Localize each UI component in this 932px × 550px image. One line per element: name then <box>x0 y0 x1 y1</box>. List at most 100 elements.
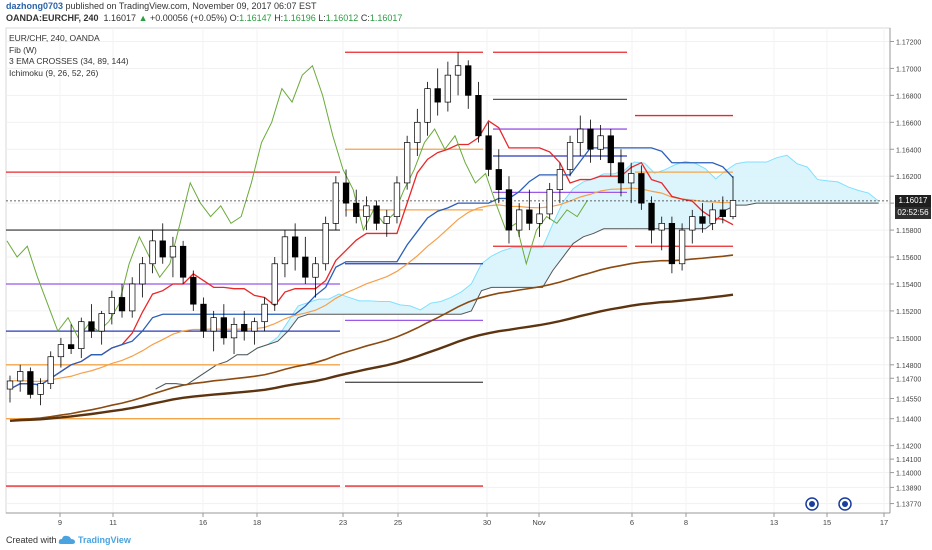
y-tick-label: 1.14700 <box>896 376 921 383</box>
y-tick-label: 1.16600 <box>896 120 921 127</box>
candle-body <box>699 216 706 224</box>
candle-body <box>617 162 625 184</box>
y-tick-label: 1.17000 <box>896 66 921 73</box>
candle-body <box>526 209 533 224</box>
candle-body <box>648 202 655 231</box>
candle-body <box>342 182 350 204</box>
candle-body <box>67 344 75 349</box>
legend-ichimoku[interactable]: Ichimoku (9, 26, 52, 26) <box>9 67 99 78</box>
low-key: L: <box>318 13 326 23</box>
y-tick-label: 1.17200 <box>896 39 921 46</box>
indicator-legend: EUR/CHF, 240, OANDA Fib (W) 3 EMA CROSSE… <box>9 33 129 79</box>
candle-body <box>200 303 207 332</box>
candle-body <box>129 283 136 312</box>
candle-body <box>536 213 543 224</box>
candle-body <box>291 236 299 258</box>
candles <box>6 52 737 406</box>
candle-body <box>169 245 177 258</box>
symbol-label: OANDA:EURCHF, 240 <box>6 13 99 23</box>
candle-body <box>190 276 197 305</box>
tradingview-brand[interactable]: TradingView <box>78 535 131 545</box>
candle-body <box>312 263 319 278</box>
candle-body <box>689 216 696 231</box>
candle-body <box>6 380 14 390</box>
candle-body <box>88 321 95 332</box>
x-tick-label: Nov <box>532 518 546 527</box>
candle-body <box>149 240 156 265</box>
candle-body <box>230 324 238 339</box>
candle-body <box>37 383 44 395</box>
high-value: 1.16196 <box>283 13 316 23</box>
countdown-badge: 02:52:56 <box>895 206 931 219</box>
up-arrow-icon: ▲ <box>138 13 148 23</box>
y-tick-label: 1.16200 <box>896 174 921 181</box>
candle-body <box>179 245 187 278</box>
candle-body <box>353 202 360 217</box>
author-link[interactable]: dazhong0703 <box>6 1 64 11</box>
candle-body <box>47 356 54 385</box>
candle-body <box>566 142 574 170</box>
fib-levels <box>6 51 733 487</box>
candle-body <box>658 222 665 231</box>
candle-body <box>241 324 248 332</box>
candle-body <box>363 205 370 217</box>
last-price-label: 1.16017 <box>103 13 137 23</box>
x-tick-label: 23 <box>339 518 347 527</box>
change-label: +0.00056 (+0.05%) <box>150 13 228 23</box>
candle-body <box>678 229 686 265</box>
legend-fib[interactable]: Fib (W) <box>9 44 37 55</box>
candle-body <box>281 236 289 265</box>
candle-body <box>607 135 614 164</box>
tradingview-cloud-icon <box>58 535 75 544</box>
candle-body <box>505 189 513 231</box>
candle-body <box>414 121 421 143</box>
candle-body <box>444 74 452 103</box>
x-tick-label: 9 <box>58 518 62 527</box>
chart-axes: 1.17200 1.17000 1.16800 1.16600 1.16400 1.162… <box>6 28 921 527</box>
y-tick-label: 1.14200 <box>896 444 921 451</box>
y-tick-label: 1.15400 <box>896 282 921 289</box>
candle-body <box>668 222 676 265</box>
chikou-span-line <box>6 64 588 339</box>
candle-body <box>729 200 737 217</box>
candle-body <box>546 189 553 215</box>
candle-body <box>638 173 645 204</box>
ema-144-line <box>9 293 734 423</box>
candle-body <box>302 256 309 278</box>
x-tick-label: 6 <box>630 518 634 527</box>
x-tick-label: 15 <box>823 518 831 527</box>
candle-body <box>57 344 65 358</box>
y-tick-label: 1.14100 <box>896 457 921 464</box>
y-tick-label: 1.15600 <box>896 255 921 262</box>
y-tick-label: 1.14550 <box>896 396 921 403</box>
high-key: H: <box>274 13 284 23</box>
candle-body <box>516 209 523 231</box>
open-key: O: <box>229 13 240 23</box>
quote-line: OANDA:EURCHF, 240 1.16017 ▲ +0.00056 (+0… <box>6 13 402 23</box>
candle-body <box>465 65 472 96</box>
created-with-label: Created with <box>6 535 57 545</box>
y-tick-label: 1.14400 <box>896 417 921 424</box>
last-price-badge: 1.16017 <box>895 194 931 207</box>
candle-body <box>108 297 115 314</box>
legend-ema[interactable]: 3 EMA CROSSES (34, 89, 144) <box>9 56 129 66</box>
ema-34-line <box>9 187 734 382</box>
x-tick-label: 8 <box>684 518 688 527</box>
candle-body <box>78 321 85 349</box>
candle-body <box>27 371 34 395</box>
publish-header: dazhong0703 published on TradingView.com… <box>0 0 932 26</box>
senkou-span-b <box>155 202 879 390</box>
y-tick-label: 1.14000 <box>896 471 921 478</box>
candle-body <box>17 371 24 382</box>
y-tick-label: 1.14800 <box>896 363 921 370</box>
cloud-fill <box>155 155 879 390</box>
x-tick-label: 16 <box>199 518 207 527</box>
candle-body <box>98 313 105 332</box>
price-chart[interactable]: 1.17200 1.17000 1.16800 1.16600 1.16400 1.162… <box>0 26 932 532</box>
x-tick-label: 30 <box>483 518 491 527</box>
candle-body <box>628 173 635 184</box>
y-tick-label: 1.15200 <box>896 309 921 316</box>
candle-body <box>403 142 411 184</box>
candle-body <box>434 88 441 103</box>
y-tick-label: 1.15000 <box>896 336 921 343</box>
